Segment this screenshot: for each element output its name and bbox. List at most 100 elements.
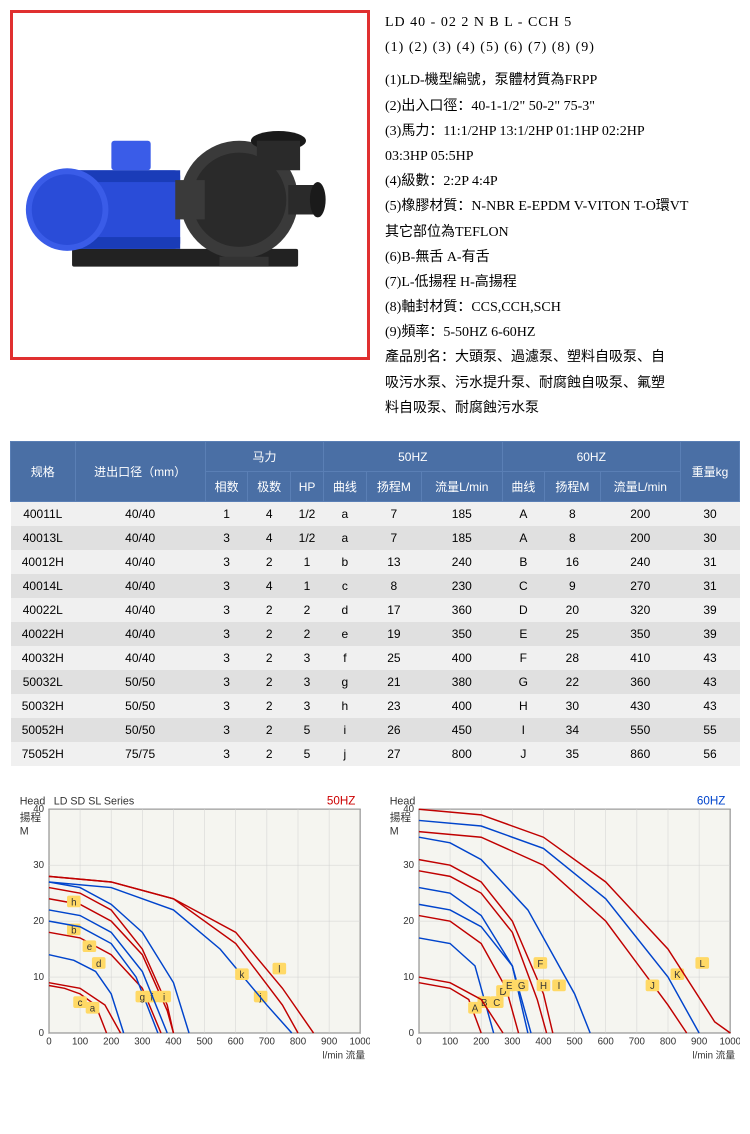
table-cell: 8 — [545, 502, 600, 527]
table-cell: 50/50 — [75, 670, 205, 694]
table-cell: 40/40 — [75, 502, 205, 527]
svg-text:e: e — [87, 942, 92, 953]
table-cell: 380 — [422, 670, 502, 694]
table-row: 40012H40/40321b13240B1624031 — [11, 550, 740, 574]
table-cell: 3 — [205, 598, 248, 622]
table-cell: 200 — [600, 526, 680, 550]
table-cell: E — [502, 622, 545, 646]
table-cell: B — [502, 550, 545, 574]
svg-text:700: 700 — [629, 1037, 646, 1048]
svg-text:l: l — [278, 964, 280, 975]
table-cell: 34 — [545, 718, 600, 742]
table-cell: 1 — [290, 574, 323, 598]
svg-text:200: 200 — [103, 1037, 120, 1048]
table-subheader: HP — [290, 472, 323, 502]
table-cell: 3 — [205, 550, 248, 574]
table-cell: 5 — [290, 718, 323, 742]
table-cell: H — [502, 694, 545, 718]
svg-text:10: 10 — [33, 972, 44, 983]
table-cell: 30 — [680, 502, 739, 527]
table-cell: 75/75 — [75, 742, 205, 766]
svg-text:20: 20 — [33, 916, 44, 927]
table-subheader: 扬程M — [366, 472, 421, 502]
table-cell: 22 — [545, 670, 600, 694]
product-image — [10, 10, 370, 360]
table-cell: h — [324, 694, 367, 718]
table-cell: 19 — [366, 622, 421, 646]
table-cell: 2 — [248, 670, 291, 694]
table-cell: 40011L — [11, 502, 76, 527]
model-code-index: (1) (2) (3) (4) (5) (6) (7) (8) (9) — [385, 35, 740, 60]
svg-text:G: G — [518, 981, 526, 992]
svg-text:g: g — [140, 992, 145, 1003]
svg-text:d: d — [96, 959, 101, 970]
svg-text:Head: Head — [20, 795, 46, 807]
svg-text:50HZ: 50HZ — [327, 794, 356, 807]
svg-text:J: J — [650, 981, 655, 992]
table-row: 75052H75/75325j27800J3586056 — [11, 742, 740, 766]
table-cell: 43 — [680, 670, 739, 694]
table-cell: 50052H — [11, 718, 76, 742]
table-cell: 3 — [205, 718, 248, 742]
svg-text:i: i — [163, 992, 165, 1003]
table-header: 重量kg — [680, 442, 739, 502]
table-cell: 2 — [290, 622, 323, 646]
table-cell: 40012H — [11, 550, 76, 574]
desc-line: (2)出入口徑：40-1-1/2" 50-2" 75-3" — [385, 94, 740, 119]
table-cell: a — [324, 526, 367, 550]
table-cell: A — [502, 526, 545, 550]
pump-illustration — [13, 13, 367, 357]
table-cell: 800 — [422, 742, 502, 766]
svg-text:1000: 1000 — [349, 1037, 370, 1048]
table-cell: 40013L — [11, 526, 76, 550]
table-cell: 26 — [366, 718, 421, 742]
table-cell: 7 — [366, 526, 421, 550]
desc-line: 吸污水泵、污水提升泵、耐腐蝕自吸泵、氟塑 — [385, 371, 740, 396]
table-cell: 185 — [422, 502, 502, 527]
table-cell: 4 — [248, 574, 291, 598]
table-cell: a — [324, 502, 367, 527]
table-cell: 39 — [680, 598, 739, 622]
table-header: 50HZ — [324, 442, 502, 472]
table-cell: 16 — [545, 550, 600, 574]
table-cell: d — [324, 598, 367, 622]
table-cell: 30 — [680, 526, 739, 550]
table-cell: i — [324, 718, 367, 742]
table-cell: 40022H — [11, 622, 76, 646]
svg-text:b: b — [71, 925, 76, 936]
svg-text:LD SD SL Series: LD SD SL Series — [54, 795, 134, 807]
desc-line: (5)橡膠材質：N-NBR E-EPDM V-VITON T-O環VT — [385, 194, 740, 219]
table-cell: 55 — [680, 718, 739, 742]
svg-text:0: 0 — [409, 1028, 415, 1039]
chart-50hz: 0100200300400500600700800900100001020304… — [10, 786, 370, 1069]
svg-text:1000: 1000 — [719, 1037, 740, 1048]
svg-text:h: h — [71, 897, 76, 908]
table-subheader: 极数 — [248, 472, 291, 502]
table-subheader: 曲线 — [502, 472, 545, 502]
table-cell: G — [502, 670, 545, 694]
svg-text:I: I — [558, 981, 561, 992]
svg-text:30: 30 — [33, 860, 44, 871]
svg-text:400: 400 — [165, 1037, 182, 1048]
table-cell: 5 — [290, 742, 323, 766]
table-cell: 50/50 — [75, 718, 205, 742]
table-cell: 2 — [248, 742, 291, 766]
table-cell: 270 — [600, 574, 680, 598]
table-cell: 2 — [248, 718, 291, 742]
table-header: 60HZ — [502, 442, 680, 472]
table-cell: 1 — [205, 502, 248, 527]
svg-text:300: 300 — [504, 1037, 521, 1048]
table-row: 50052H50/50325i26450I3455055 — [11, 718, 740, 742]
table-cell: 3 — [205, 646, 248, 670]
table-cell: 450 — [422, 718, 502, 742]
svg-text:0: 0 — [46, 1037, 52, 1048]
table-cell: 31 — [680, 574, 739, 598]
table-cell: 240 — [422, 550, 502, 574]
table-cell: 360 — [600, 670, 680, 694]
svg-text:600: 600 — [598, 1037, 615, 1048]
table-cell: 350 — [600, 622, 680, 646]
desc-line: (1)LD-機型編號，泵體材質為FRPP — [385, 68, 740, 93]
svg-text:300: 300 — [134, 1037, 151, 1048]
desc-line: 產品別名：大頭泵、過濾泵、塑料自吸泵、自 — [385, 345, 740, 370]
svg-text:揚程: 揚程 — [20, 811, 42, 824]
